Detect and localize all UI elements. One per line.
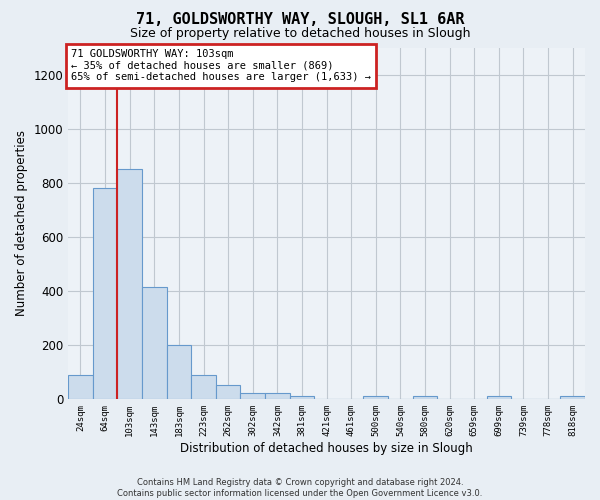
Bar: [364, 396, 388, 400]
Text: 71 GOLDSWORTHY WAY: 103sqm
← 35% of detached houses are smaller (869)
65% of sem: 71 GOLDSWORTHY WAY: 103sqm ← 35% of deta…: [71, 50, 371, 82]
Text: 71, GOLDSWORTHY WAY, SLOUGH, SL1 6AR: 71, GOLDSWORTHY WAY, SLOUGH, SL1 6AR: [136, 12, 464, 28]
Bar: [167, 345, 191, 400]
Bar: [290, 396, 314, 400]
Bar: [93, 188, 118, 400]
Bar: [413, 396, 437, 400]
Bar: [487, 396, 511, 400]
Bar: [191, 375, 216, 400]
Y-axis label: Number of detached properties: Number of detached properties: [15, 130, 28, 316]
Bar: [142, 287, 167, 400]
Bar: [118, 170, 142, 400]
Bar: [265, 394, 290, 400]
X-axis label: Distribution of detached houses by size in Slough: Distribution of detached houses by size …: [180, 442, 473, 455]
Bar: [216, 386, 241, 400]
Bar: [560, 396, 585, 400]
Bar: [241, 394, 265, 400]
Text: Size of property relative to detached houses in Slough: Size of property relative to detached ho…: [130, 28, 470, 40]
Bar: [68, 375, 93, 400]
Text: Contains HM Land Registry data © Crown copyright and database right 2024.
Contai: Contains HM Land Registry data © Crown c…: [118, 478, 482, 498]
